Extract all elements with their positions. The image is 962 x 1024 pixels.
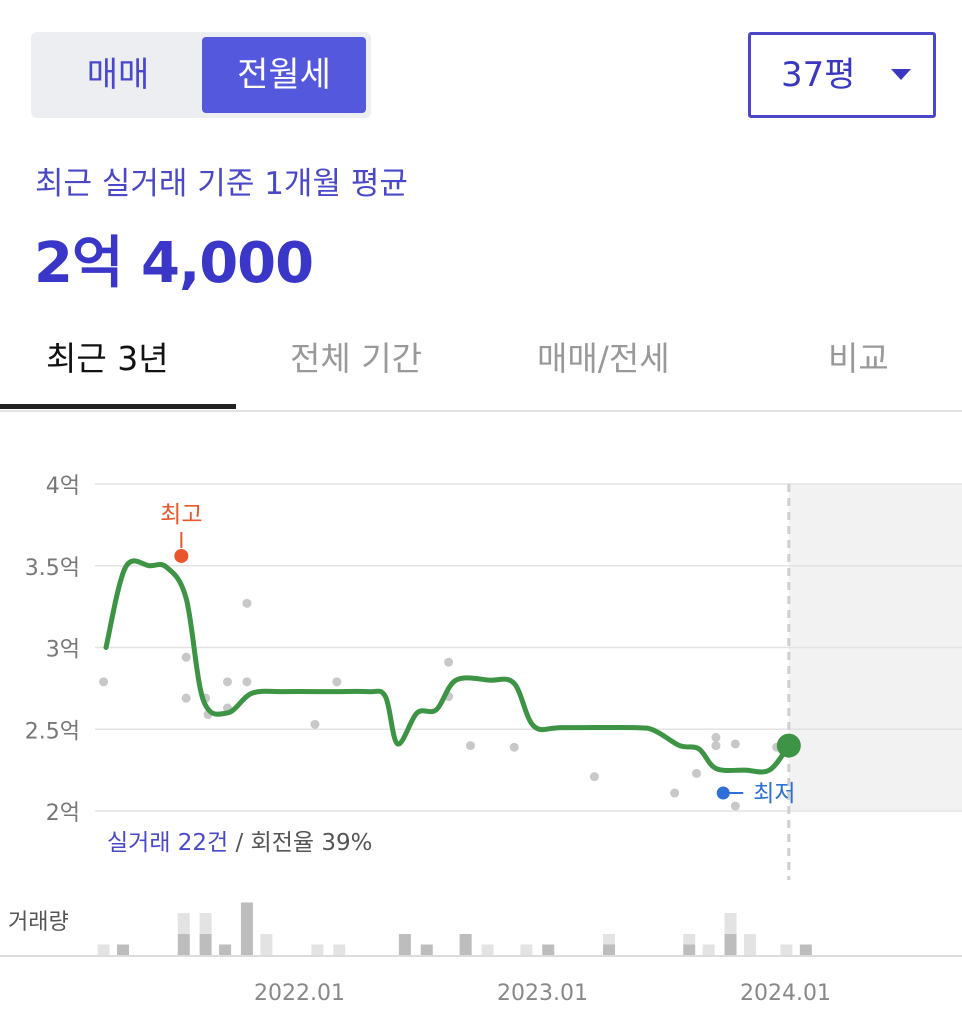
volume-bar — [603, 934, 616, 945]
volume-bar — [724, 913, 737, 934]
volume-bar — [420, 944, 433, 955]
tab-compare[interactable]: 비교 — [828, 339, 889, 378]
period-tabs: 최근 3년 전체 기간 매매/전세 비교 — [0, 320, 962, 412]
volume-bar — [603, 944, 616, 955]
transaction-count: 실거래 22건 / 회전율 39% — [107, 830, 373, 856]
transaction-count-value: 실거래 22건 — [107, 830, 228, 856]
volume-bar — [240, 902, 253, 955]
transaction-point — [589, 772, 599, 782]
tab-sale-jeonse[interactable]: 매매/전세 — [537, 339, 670, 378]
high-marker-dot — [174, 548, 189, 563]
volume-bar — [459, 934, 472, 955]
volume-bar — [398, 934, 411, 955]
low-marker-label: 최저 — [753, 781, 795, 807]
caret-down-icon — [891, 69, 911, 80]
size-select-value: 37평 — [781, 55, 856, 95]
volume-bar — [799, 944, 812, 955]
turnover-rate: / 회전율 39% — [228, 830, 372, 856]
tab-recent-3-years[interactable]: 최근 3년 — [46, 339, 169, 378]
transaction-point — [691, 768, 701, 778]
volume-bar — [542, 944, 555, 955]
transaction-point — [509, 742, 519, 752]
x-tick-label: 2024.01 — [740, 981, 831, 1006]
volume-bar — [333, 944, 346, 955]
y-tick-label: 2.5억 — [25, 719, 80, 744]
tab-all-period[interactable]: 전체 기간 — [290, 339, 422, 378]
volume-bar — [702, 944, 715, 955]
volume-bar — [97, 944, 110, 955]
volume-bar — [743, 934, 756, 955]
volume-bar — [260, 934, 273, 955]
transaction-point — [711, 732, 721, 742]
transaction-point — [181, 693, 191, 703]
volume-bar — [520, 944, 533, 955]
latest-price-dot — [776, 733, 801, 758]
transaction-point — [730, 739, 740, 749]
rent-toggle-button[interactable]: 전월세 — [202, 37, 366, 113]
transaction-point — [242, 598, 252, 608]
deal-type-toggle: 매매 전월세 — [31, 32, 371, 118]
volume-bar — [177, 934, 190, 955]
transaction-point — [310, 719, 320, 729]
price-trend-line — [103, 558, 792, 775]
volume-bar — [724, 934, 737, 955]
volume-bar — [219, 944, 232, 955]
volume-bar — [683, 944, 696, 955]
sale-toggle-button[interactable]: 매매 — [86, 55, 150, 95]
high-marker-label: 최고 — [160, 502, 202, 528]
active-tab-indicator — [0, 404, 236, 409]
volume-bar — [177, 913, 190, 934]
size-select[interactable]: 37평 — [748, 32, 936, 118]
y-tick-label: 2억 — [46, 801, 80, 826]
y-tick-label: 4억 — [46, 474, 80, 499]
volume-bar — [481, 944, 494, 955]
transaction-point — [99, 677, 109, 687]
volume-label: 거래량 — [8, 910, 69, 935]
transaction-point — [181, 652, 191, 662]
transaction-point — [242, 677, 252, 687]
transaction-point — [730, 801, 740, 811]
volume-bar — [117, 944, 130, 955]
volume-bar — [683, 934, 696, 945]
average-value: 2억 4,000 — [34, 231, 314, 296]
y-tick-label: 3억 — [46, 638, 80, 663]
transaction-point — [332, 677, 342, 687]
volume-bar — [199, 913, 212, 934]
transaction-point — [466, 741, 475, 751]
volume-bar — [780, 944, 793, 955]
average-label: 최근 실거래 기준 1개월 평균 — [35, 166, 408, 202]
transaction-point — [444, 657, 454, 667]
transaction-point — [711, 741, 721, 751]
y-tick-label: 3.5억 — [25, 556, 80, 581]
x-tick-label: 2023.01 — [497, 981, 588, 1006]
transaction-point — [670, 788, 680, 798]
transaction-point — [223, 677, 232, 687]
volume-bar — [311, 944, 324, 955]
x-tick-label: 2022.01 — [254, 981, 345, 1006]
volume-bar — [199, 934, 212, 955]
